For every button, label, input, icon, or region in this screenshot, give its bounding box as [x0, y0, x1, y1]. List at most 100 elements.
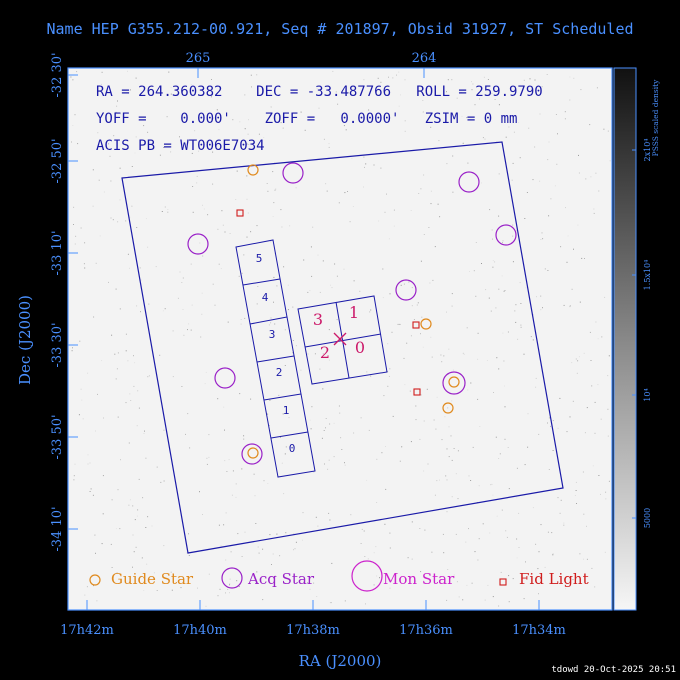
sky-speck: [140, 279, 142, 281]
sky-speck: [422, 346, 424, 348]
sky-speck: [250, 340, 252, 342]
sky-speck: [311, 406, 313, 408]
sky-speck: [77, 143, 79, 145]
sky-speck: [483, 76, 485, 78]
sky-speck: [451, 496, 453, 498]
sky-speck: [466, 117, 468, 119]
sky-speck: [272, 553, 274, 555]
sky-speck: [317, 254, 319, 256]
sky-speck: [579, 301, 581, 303]
sky-speck: [292, 352, 294, 354]
sky-speck: [475, 295, 477, 297]
sky-speck: [415, 419, 417, 421]
sky-speck: [226, 471, 228, 472]
sky-speck: [446, 311, 447, 313]
sky-speck: [489, 532, 491, 534]
sky-speck: [512, 578, 514, 580]
sky-speck: [470, 480, 472, 481]
sky-speck: [229, 233, 231, 234]
sky-speck: [563, 304, 565, 306]
sky-speck: [593, 212, 595, 214]
sky-speck: [535, 543, 537, 545]
y-tick-label: -33 30': [50, 322, 65, 367]
sky-speck: [430, 190, 432, 192]
sky-speck: [503, 290, 505, 292]
sky-speck: [603, 128, 605, 130]
sky-speck: [428, 227, 430, 228]
sky-speck: [594, 432, 596, 434]
sky-speck: [515, 321, 517, 323]
sky-speck: [254, 495, 256, 497]
sky-speck: [479, 426, 481, 427]
sky-speck: [167, 209, 169, 210]
sky-speck: [244, 128, 246, 130]
sky-speck: [502, 332, 504, 334]
sky-speck: [424, 529, 426, 531]
sky-speck: [187, 413, 189, 415]
guide-star: [247, 164, 259, 176]
sky-speck: [197, 587, 198, 589]
sky-speck: [470, 382, 472, 384]
sky-speck: [294, 548, 296, 550]
chip-label-s5: 5: [256, 252, 263, 265]
sky-speck: [518, 547, 520, 548]
sky-speck: [477, 358, 479, 360]
sky-speck: [564, 118, 566, 120]
sky-speck: [451, 459, 453, 461]
sky-speck: [482, 523, 484, 525]
sky-speck: [538, 551, 540, 553]
sky-speck: [307, 291, 309, 293]
sky-speck: [269, 534, 271, 536]
sky-speck: [111, 567, 113, 568]
sky-speck: [127, 253, 129, 255]
sky-speck: [143, 433, 145, 434]
sky-speck: [270, 241, 272, 243]
sky-speck: [72, 347, 73, 349]
sky-speck: [490, 484, 492, 486]
sky-speck: [478, 485, 480, 487]
sky-speck: [486, 360, 488, 361]
sky-speck: [389, 587, 391, 589]
sky-speck: [349, 221, 351, 223]
sky-speck: [546, 74, 548, 75]
sky-speck: [523, 598, 525, 600]
sky-speck: [246, 143, 248, 145]
sky-speck: [200, 336, 202, 338]
legend-guide-label: Guide Star: [111, 570, 194, 588]
sky-speck: [426, 388, 428, 390]
sky-speck: [115, 288, 117, 290]
sky-speck: [590, 176, 592, 178]
sky-speck: [573, 77, 575, 79]
sky-speck: [283, 266, 285, 268]
sky-speck: [101, 71, 103, 73]
sky-speck: [132, 566, 133, 568]
sky-speck: [481, 182, 482, 184]
sky-speck: [516, 538, 518, 540]
sky-speck: [229, 592, 230, 594]
sky-speck: [441, 361, 443, 363]
sky-speck: [145, 527, 147, 528]
sky-speck: [504, 385, 505, 387]
sky-speck: [516, 230, 518, 232]
sky-speck: [280, 436, 281, 438]
sky-speck: [190, 84, 192, 86]
sky-speck: [468, 528, 469, 530]
sky-speck: [116, 105, 118, 107]
sky-speck: [80, 388, 82, 390]
sky-speck: [83, 263, 85, 265]
sky-speck: [447, 569, 449, 570]
sky-speck: [600, 493, 601, 495]
legend-guide-icon: [89, 574, 101, 586]
sky-speck: [586, 525, 587, 527]
sky-speck: [512, 224, 514, 226]
sky-speck: [307, 582, 309, 584]
sky-speck: [571, 362, 573, 364]
sky-speck: [607, 435, 609, 437]
sky-speck: [442, 533, 444, 535]
sky-speck: [97, 393, 98, 395]
sky-speck: [552, 420, 554, 422]
sky-speck: [341, 449, 343, 450]
sky-speck: [194, 130, 196, 132]
sky-speck: [502, 240, 504, 242]
sky-speck: [313, 582, 315, 584]
